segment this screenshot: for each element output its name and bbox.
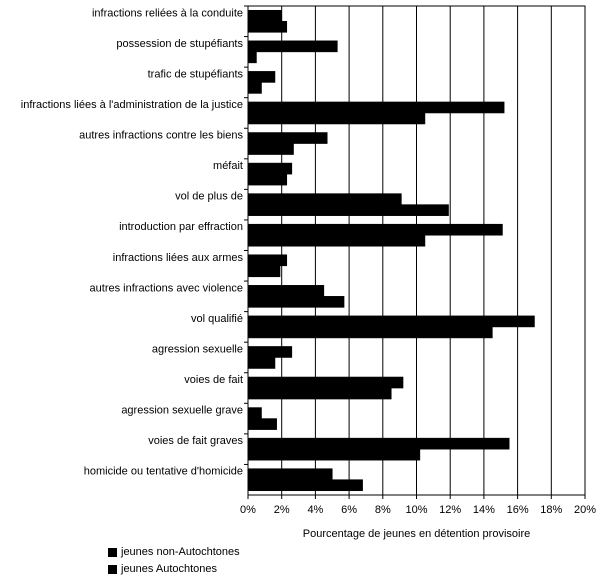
bar-non-autochtones: [247, 376, 404, 389]
category-label: infractions liées aux armes: [113, 252, 244, 264]
x-tick-label: 10%: [405, 504, 427, 516]
bar-autochtones: [247, 296, 345, 308]
x-tick-label: 2%: [274, 504, 290, 516]
legend-item-non-autochtones: jeunes non-Autochtones: [108, 544, 240, 561]
category-label: autres infractions avec violence: [90, 282, 243, 294]
x-tick-label: 16%: [507, 504, 529, 516]
category-label: vol de plus de: [175, 191, 243, 203]
x-tick-label: 20%: [574, 504, 596, 516]
bar-chart: infractions reliées à la conduite possess…: [21, 5, 596, 540]
bars: [247, 9, 535, 492]
category-label: homicide ou tentative d'homicide: [84, 466, 243, 478]
legend-swatch: [108, 565, 117, 574]
plot-frame: [247, 5, 586, 496]
x-tick-label: 6%: [341, 504, 357, 516]
legend-swatch: [108, 548, 117, 557]
bar-non-autochtones: [247, 71, 276, 83]
category-label: voies de fait graves: [148, 435, 243, 447]
bar-non-autochtones: [247, 132, 328, 144]
bar-autochtones: [247, 418, 277, 430]
category-label: autres infractions contre les biens: [79, 130, 243, 142]
bar-non-autochtones: [247, 162, 293, 175]
category-labels: infractions reliées à la conduite possess…: [21, 5, 248, 478]
x-tick-label: 0%: [240, 504, 256, 516]
bar-autochtones: [247, 448, 421, 461]
bar-autochtones: [247, 357, 276, 369]
category-label: voies de fait: [184, 374, 243, 386]
bar-non-autochtones: [247, 315, 535, 328]
bar-non-autochtones: [247, 346, 293, 358]
category-label: possession de stupéfiants: [116, 38, 243, 50]
bar-autochtones: [247, 143, 294, 155]
bar-autochtones: [247, 112, 426, 125]
bar-autochtones: [247, 234, 426, 247]
bar-autochtones: [247, 173, 288, 186]
bar-non-autochtones: [247, 254, 288, 267]
category-label: trafic de stupéfiants: [148, 68, 244, 80]
bar-non-autochtones: [247, 285, 325, 297]
category-label: agression sexuelle: [152, 343, 243, 355]
bar-non-autochtones: [247, 40, 338, 53]
bar-autochtones: [247, 265, 281, 278]
bar-non-autochtones: [247, 223, 503, 236]
legend-label: jeunes non-Autochtones: [121, 546, 240, 558]
gridlines: [281, 6, 552, 495]
bar-autochtones: [247, 204, 449, 216]
bar-non-autochtones: [247, 437, 510, 450]
category-label: vol qualifié: [191, 313, 243, 325]
category-label: agression sexuelle grave: [121, 405, 243, 417]
bar-autochtones: [247, 82, 262, 94]
category-label: méfait: [213, 160, 243, 172]
category-label: infractions reliées à la conduite: [92, 7, 243, 19]
bar-autochtones: [247, 51, 257, 64]
bar-autochtones: [247, 326, 493, 339]
legend-label: jeunes Autochtones: [121, 563, 218, 575]
legend-item-autochtones: jeunes Autochtones: [108, 561, 240, 578]
bar-non-autochtones: [247, 407, 262, 419]
bar-non-autochtones: [247, 193, 402, 205]
bar-autochtones: [247, 20, 288, 33]
x-ticks: 0% 2% 4% 6% 8% 10% 12% 14% 16% 18% 20%: [240, 495, 596, 516]
x-tick-label: 12%: [439, 504, 461, 516]
bar-non-autochtones: [247, 101, 505, 114]
category-label: introduction par effraction: [119, 221, 243, 233]
category-label: infractions liées à l'administration de …: [21, 99, 243, 111]
x-tick-label: 18%: [540, 504, 562, 516]
bar-non-autochtones: [247, 9, 283, 22]
legend: jeunes non-Autochtones jeunes Autochtone…: [108, 544, 240, 578]
x-tick-label: 8%: [375, 504, 391, 516]
bar-autochtones: [247, 387, 392, 400]
x-tick-label: 4%: [307, 504, 323, 516]
bar-non-autochtones: [247, 468, 333, 481]
x-tick-label: 14%: [473, 504, 495, 516]
bar-autochtones: [247, 479, 363, 492]
x-axis-title: Pourcentage de jeunes en détention provi…: [303, 528, 531, 540]
